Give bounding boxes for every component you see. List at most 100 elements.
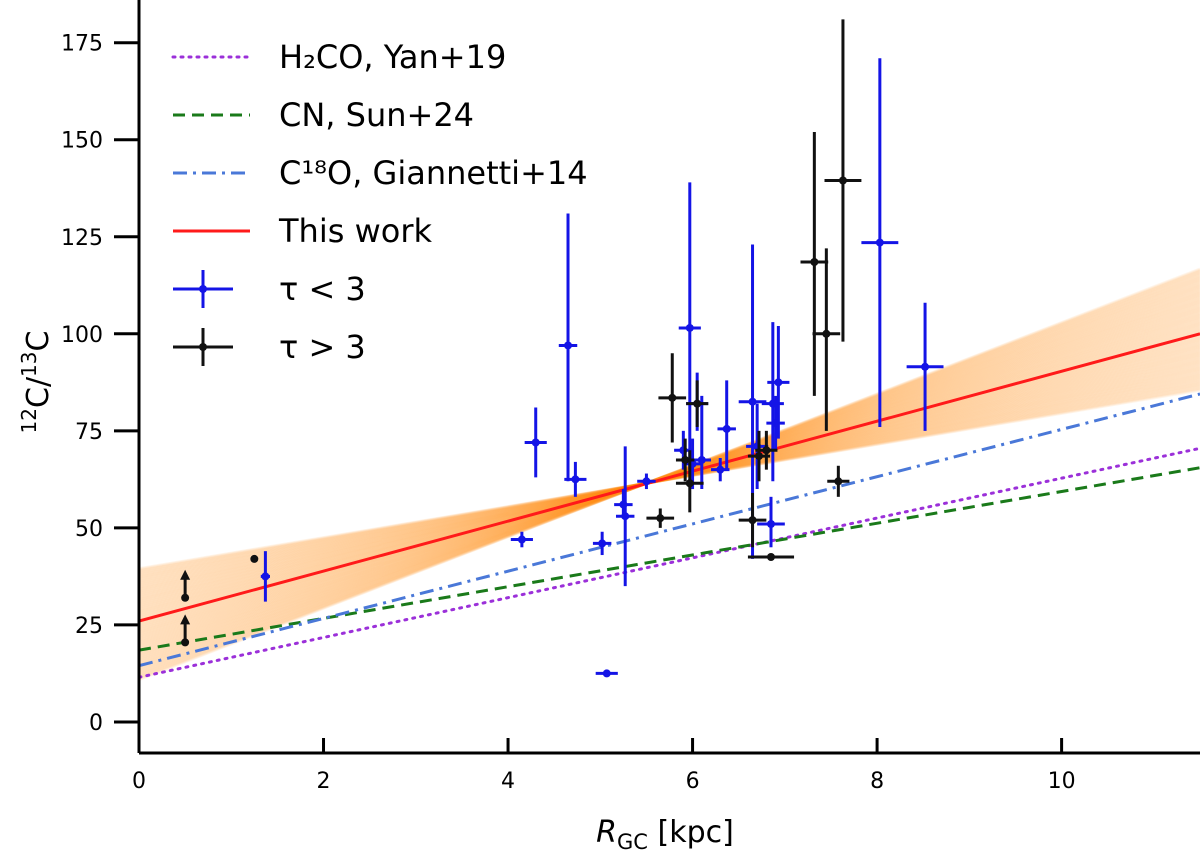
posterior-draw-line [139, 287, 1200, 663]
y-tick-label: 50 [75, 517, 103, 542]
lower-limit-point [180, 614, 191, 647]
posterior-draw-line [139, 282, 1200, 668]
posterior-draw-line [139, 269, 1200, 680]
posterior-draw-line [139, 278, 1200, 671]
posterior-draw-line [139, 299, 1200, 653]
posterior-draw-line [139, 288, 1200, 662]
data-point [827, 465, 850, 497]
data-point [824, 19, 862, 342]
legend-label: τ > 3 [279, 328, 366, 366]
data-point [592, 531, 612, 556]
posterior-draw-line [139, 298, 1200, 654]
data-points [180, 19, 944, 678]
relation-line [139, 446, 1200, 679]
data-point [678, 182, 701, 470]
data-point [686, 380, 709, 427]
y-tick-label: 175 [61, 32, 103, 57]
y-tick-label: 0 [89, 711, 103, 736]
data-point [675, 450, 704, 513]
posterior-draw-line [139, 284, 1200, 666]
posterior-draw-line [139, 293, 1200, 658]
posterior-draw-line [139, 386, 1200, 572]
legend-entry: This work [173, 212, 432, 250]
legend-label: τ < 3 [279, 270, 366, 308]
data-point [564, 461, 587, 497]
posterior-draw-line [139, 303, 1200, 649]
posterior-draw-line [139, 295, 1200, 656]
posterior-draw-line [139, 276, 1200, 673]
posterior-draw-line [139, 388, 1200, 571]
y-tick-label: 125 [61, 226, 103, 251]
posterior-draw-line [139, 291, 1200, 659]
data-point [675, 438, 695, 482]
data-point [646, 508, 675, 528]
data-point [558, 213, 578, 482]
posterior-draw-line [139, 289, 1200, 661]
posterior-draw-line [139, 274, 1200, 675]
posterior-draw-line [139, 271, 1200, 678]
legend-label: H₂CO, Yan+19 [279, 38, 506, 76]
axes [137, 0, 1200, 755]
y-axis-label: 12C/13C [17, 331, 56, 434]
posterior-draw-line [139, 281, 1200, 668]
posterior-draw-line [139, 280, 1200, 669]
legend-label: CN, Sun+24 [279, 96, 474, 134]
lower-limit-point [180, 569, 191, 602]
posterior-draw-line [139, 302, 1200, 650]
posterior-draw-line [139, 275, 1200, 674]
x-tick-label: 6 [686, 769, 700, 794]
posterior-draw-line [139, 294, 1200, 657]
legend-entry: H₂CO, Yan+19 [171, 38, 506, 76]
posterior-draw-line [139, 297, 1200, 655]
data-point [757, 496, 785, 548]
posterior-draw-line [139, 300, 1200, 652]
data-point [658, 353, 687, 443]
legend-entry: τ < 3 [173, 270, 366, 308]
relation-line [139, 392, 1200, 668]
data-point [615, 446, 635, 587]
x-tick-label: 2 [317, 769, 331, 794]
posterior-draw-line [139, 268, 1200, 681]
legend-entry: C¹⁸O, Giannetti+14 [173, 154, 588, 192]
legend-label: C¹⁸O, Giannetti+14 [279, 154, 588, 192]
relation-lines [139, 332, 1200, 679]
data-point [250, 554, 259, 563]
posterior-draw-line [139, 385, 1200, 573]
posterior-draw-line [139, 379, 1200, 579]
x-tick-label: 0 [132, 769, 146, 794]
x-tick-label: 4 [501, 769, 515, 794]
data-point [738, 492, 767, 548]
posterior-draw-line [139, 267, 1200, 682]
legend-label: This work [278, 212, 432, 250]
posterior-draw-line [139, 296, 1200, 655]
data-point [260, 551, 271, 602]
posterior-draw-line [139, 290, 1200, 660]
posterior-draw-line [139, 381, 1200, 577]
y-tick-label: 150 [61, 129, 103, 154]
data-point [812, 248, 841, 431]
data-point [692, 395, 712, 490]
x-tick-label: 8 [870, 769, 884, 794]
x-tick-label: 10 [1048, 769, 1076, 794]
posterior-draw-line [139, 382, 1200, 576]
data-point [524, 407, 547, 478]
posterior-draw-line [139, 286, 1200, 664]
posterior-draw-line [139, 304, 1200, 648]
data-point [800, 131, 829, 396]
data-point [767, 326, 790, 439]
data-point [755, 430, 778, 470]
data-point [747, 552, 795, 561]
y-tick-label: 75 [75, 420, 103, 445]
x-axis-label: RGC [kpc] [596, 815, 734, 854]
posterior-draw-line [139, 387, 1200, 572]
posterior-draw-line [139, 272, 1200, 677]
posterior-draw-line [139, 384, 1200, 574]
posterior-draw-line [139, 279, 1200, 670]
posterior-draw-line [139, 285, 1200, 665]
posterior-draw-line [139, 301, 1200, 651]
legend: H₂CO, Yan+19 CN, Sun+24 C¹⁸O, Giannetti+14… [171, 38, 588, 366]
data-point [717, 380, 736, 470]
legend-entry: CN, Sun+24 [173, 96, 474, 134]
